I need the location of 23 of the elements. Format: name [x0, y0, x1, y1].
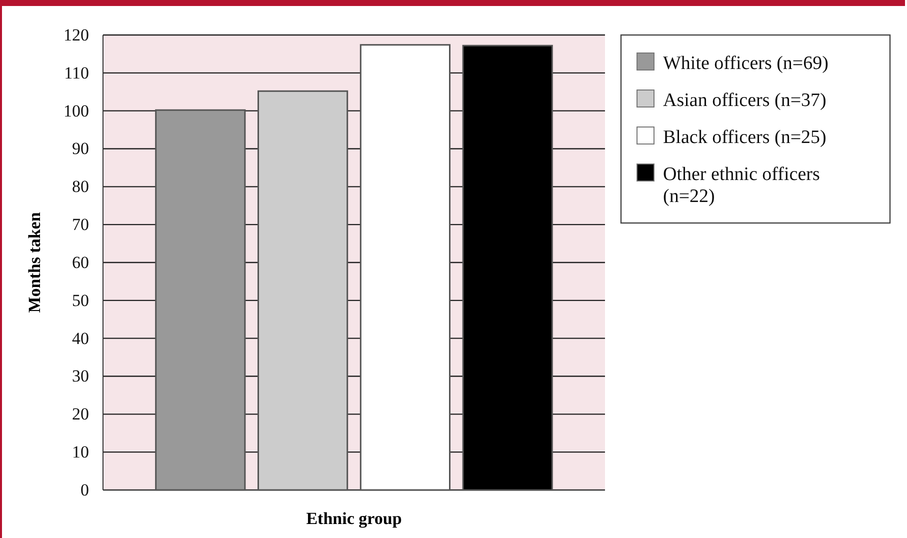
y-tick-label: 0 — [80, 480, 89, 500]
bar — [360, 44, 450, 491]
y-axis-title: Months taken — [25, 212, 44, 313]
y-tick-label: 60 — [72, 252, 89, 272]
bar — [258, 90, 348, 491]
x-axis-title: Ethnic group — [306, 509, 402, 528]
y-tick-label: 30 — [72, 366, 89, 386]
legend-label: White officers (n=69) — [663, 53, 828, 74]
y-tick-label: 70 — [72, 215, 89, 234]
y-tick-label: 10 — [72, 442, 89, 462]
y-tick-label: 40 — [72, 328, 89, 348]
legend-label: Other ethnic officers (n=22) — [663, 164, 820, 207]
legend-label: Black officers (n=25) — [663, 127, 826, 148]
y-tick-label: 120 — [64, 25, 89, 44]
y-tick-label: 80 — [72, 177, 89, 196]
y-tick-label: 20 — [72, 404, 89, 424]
legend-label: Asian officers (n=37) — [663, 90, 826, 111]
y-tick-label: 100 — [64, 101, 89, 120]
bar — [155, 109, 246, 491]
y-tick-label: 90 — [72, 139, 89, 158]
bar — [462, 44, 553, 491]
y-tick-label: 50 — [72, 290, 89, 310]
y-tick-label: 110 — [64, 63, 89, 82]
